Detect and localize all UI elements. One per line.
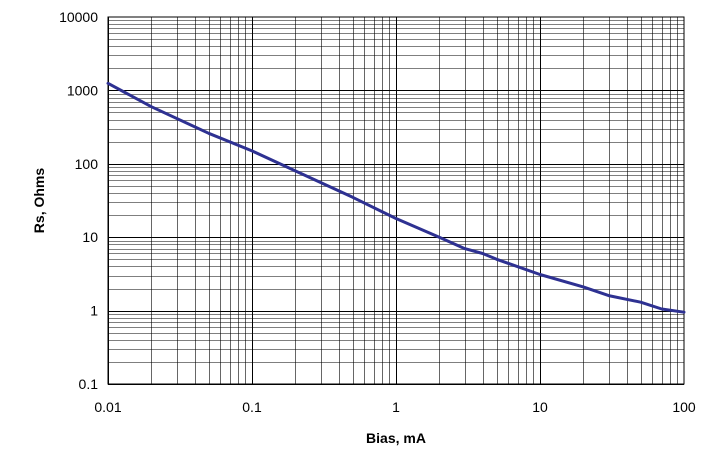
y-tick-label: 10 bbox=[82, 229, 98, 245]
y-tick-label: 1000 bbox=[67, 82, 98, 98]
y-axis-tick-labels: 0.1 1 10 100 1000 10000 bbox=[59, 9, 98, 392]
y-tick-label: 0.1 bbox=[79, 376, 99, 392]
series-line bbox=[106, 81, 686, 314]
major-grid bbox=[108, 17, 684, 385]
x-tick-label: 10 bbox=[532, 399, 548, 415]
plot-area-frame bbox=[107, 16, 685, 385]
x-tick-label: 0.1 bbox=[242, 399, 262, 415]
series-layer bbox=[106, 81, 686, 314]
x-tick-label: 1 bbox=[392, 399, 400, 415]
y-tick-label: 10000 bbox=[59, 9, 98, 25]
minor-grid bbox=[108, 17, 684, 384]
y-axis-title: Rs, Ohms bbox=[31, 168, 47, 234]
x-axis-title: Bias, mA bbox=[366, 430, 426, 446]
y-tick-label: 100 bbox=[75, 156, 99, 172]
x-tick-label: 100 bbox=[672, 399, 696, 415]
x-tick-label: 0.01 bbox=[94, 399, 121, 415]
y-tick-label: 1 bbox=[90, 303, 98, 319]
x-axis-tick-labels: 0.01 0.1 1 10 100 bbox=[94, 399, 696, 415]
